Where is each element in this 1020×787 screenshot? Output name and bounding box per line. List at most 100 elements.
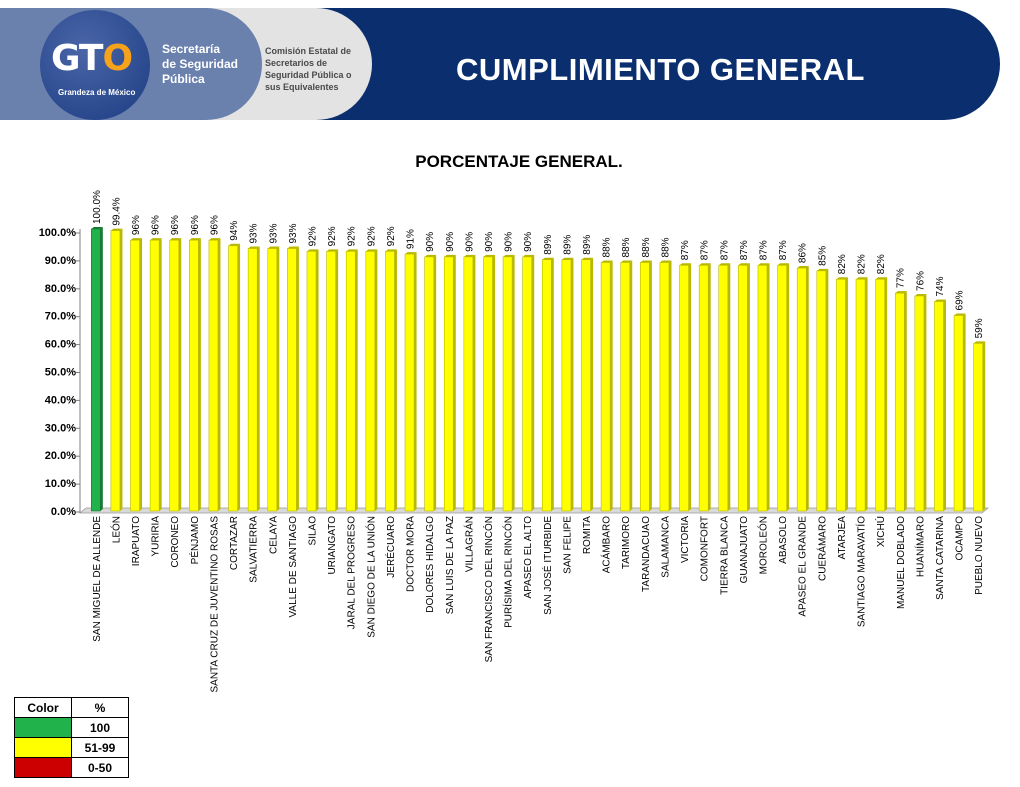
bar xyxy=(738,264,748,512)
bar-side xyxy=(472,254,476,511)
category-label: SAN FRANCISCO DEL RINCÓN xyxy=(482,516,495,662)
legend-label-100: 100 xyxy=(71,717,129,738)
data-label: 96% xyxy=(131,215,142,235)
bar-side xyxy=(355,249,358,511)
bar-top xyxy=(875,277,888,280)
bar xyxy=(541,259,552,512)
data-label: 69% xyxy=(955,290,966,310)
bar-top xyxy=(208,238,221,241)
category-label: SILAO xyxy=(308,516,319,546)
data-label: 100.0% xyxy=(92,190,103,224)
category-label: TARIMORO xyxy=(621,516,632,569)
data-label: 87% xyxy=(700,240,711,260)
logo-tagline: Grandeza de México xyxy=(58,88,136,97)
category-label: CORONEO xyxy=(170,516,181,568)
bar xyxy=(855,278,866,512)
bar xyxy=(973,343,984,512)
bar-top xyxy=(816,268,829,271)
bar-top xyxy=(385,249,397,252)
bar xyxy=(483,256,493,512)
bar-side xyxy=(453,254,456,511)
bar-top xyxy=(189,238,201,241)
category-label: APASEO EL ALTO xyxy=(523,516,534,599)
category-label: SAN FELIPE xyxy=(562,516,573,574)
data-label: 87% xyxy=(739,240,750,260)
legend-swatch-green xyxy=(14,717,72,738)
data-label: 93% xyxy=(288,223,299,243)
bar-side xyxy=(649,260,652,511)
data-label: 85% xyxy=(817,246,828,266)
bar xyxy=(424,256,434,512)
data-label: 87% xyxy=(778,240,789,260)
data-label: 74% xyxy=(935,276,946,296)
bar xyxy=(698,264,709,512)
bar xyxy=(718,264,729,512)
bar-top xyxy=(777,263,790,266)
bar-side xyxy=(414,252,417,512)
bar-side xyxy=(237,243,241,512)
data-label: 86% xyxy=(798,243,809,263)
category-label: OCAMPO xyxy=(955,516,966,561)
bar xyxy=(757,264,768,512)
category-label: PURÍSIMA DEL RINCÓN xyxy=(502,516,515,628)
bar-top xyxy=(424,254,437,257)
bar xyxy=(247,248,258,512)
bar-top xyxy=(110,228,123,231)
y-tick-label: 80.0% xyxy=(45,283,76,295)
bar xyxy=(659,262,670,512)
bar xyxy=(345,251,356,512)
category-label: XICHÚ xyxy=(874,516,887,547)
bar-top xyxy=(444,254,456,257)
data-label: 89% xyxy=(543,235,554,255)
bar-side xyxy=(590,257,594,511)
data-label: 91% xyxy=(406,229,417,249)
category-label: VALLE DE SANTIAGO xyxy=(288,516,299,618)
y-tick-label: 20.0% xyxy=(45,450,76,462)
bar-top xyxy=(405,252,417,255)
bar-top xyxy=(483,254,495,257)
bar-top xyxy=(150,238,162,241)
data-label: 92% xyxy=(347,226,358,246)
y-tick-label: 30.0% xyxy=(45,422,76,434)
bar xyxy=(365,251,376,512)
category-label: JERÉCUARO xyxy=(384,516,397,578)
data-label: 96% xyxy=(151,215,162,235)
page-title: CUMPLIMIENTO GENERAL xyxy=(456,52,865,87)
bar-side xyxy=(296,246,299,511)
bar-side xyxy=(688,263,692,511)
gto-logo xyxy=(40,10,150,120)
bar xyxy=(404,253,415,512)
bar xyxy=(443,256,454,512)
bar-top xyxy=(169,238,182,241)
bar-side xyxy=(668,260,672,511)
bar-top xyxy=(522,254,535,257)
category-label: URIANGATO xyxy=(327,516,338,575)
bar-top xyxy=(91,227,103,229)
bar xyxy=(679,264,689,512)
data-label: 88% xyxy=(660,237,671,257)
bar-top xyxy=(267,246,280,249)
data-label: 92% xyxy=(308,226,319,246)
bar-top xyxy=(797,266,809,269)
data-label: 94% xyxy=(229,221,240,241)
bar-top xyxy=(856,277,868,280)
logo-text: GTO xyxy=(51,38,133,79)
bar-side xyxy=(610,260,613,511)
data-label: 88% xyxy=(641,237,652,257)
data-label: 90% xyxy=(504,232,515,252)
bar xyxy=(816,270,827,512)
y-tick-label: 70.0% xyxy=(45,311,76,323)
bar-top xyxy=(757,263,770,266)
bar-side xyxy=(806,266,809,511)
bar-side xyxy=(433,254,437,511)
category-label: DOCTOR MORA xyxy=(406,516,417,592)
bar-side xyxy=(884,277,888,511)
bar-top xyxy=(934,299,946,302)
data-label: 92% xyxy=(327,226,338,246)
category-label: ROMITA xyxy=(582,516,593,554)
org-secondary-name: Comisión Estatal de Secretarios de Segur… xyxy=(265,46,352,92)
category-label: YURIRIA xyxy=(151,516,162,557)
data-label: 88% xyxy=(602,237,613,257)
data-label: 92% xyxy=(386,226,397,246)
bar-side xyxy=(963,313,966,511)
